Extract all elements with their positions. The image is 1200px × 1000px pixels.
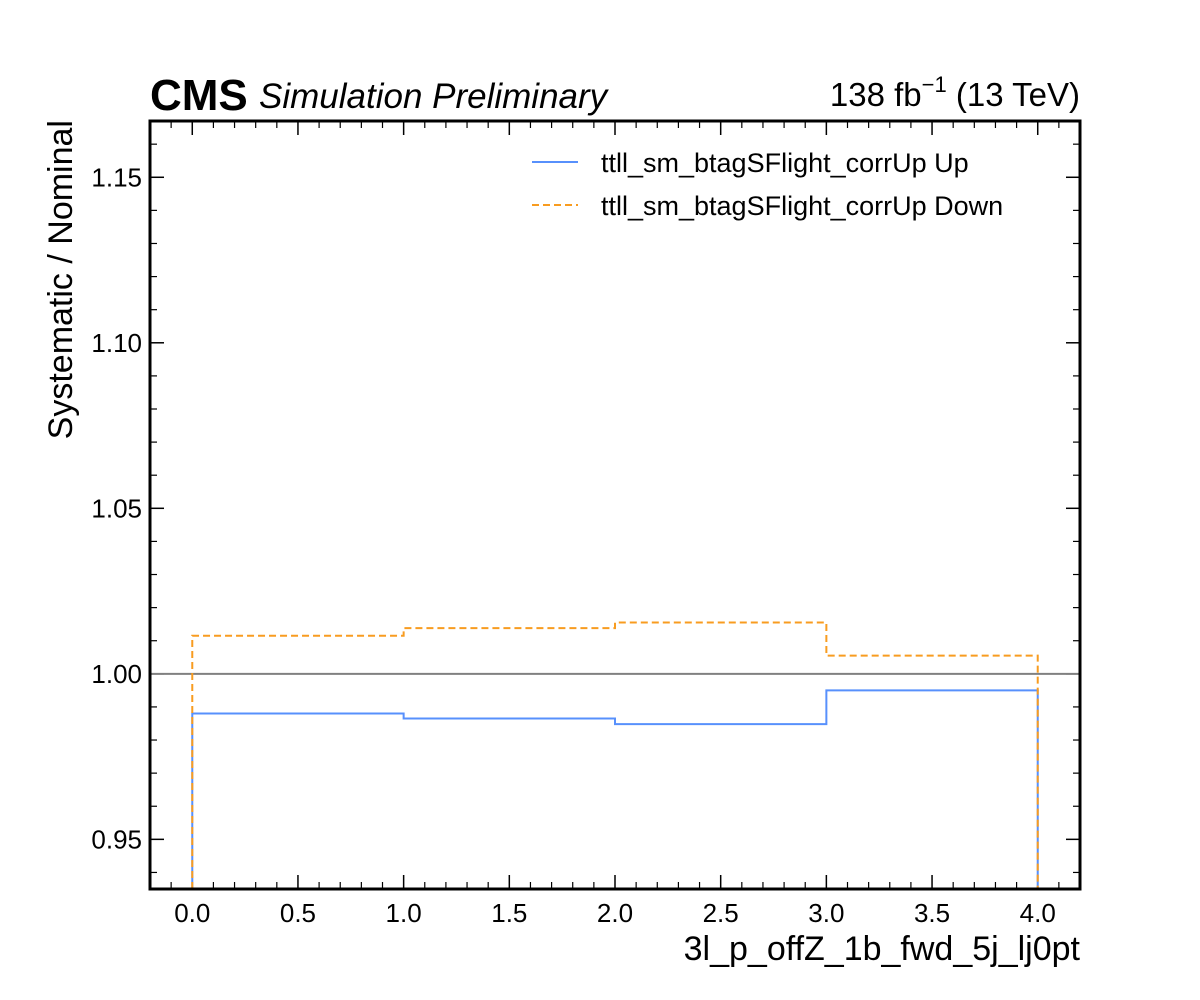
x-tick-label: 3.0 <box>808 898 844 928</box>
series-line-up <box>191 689 1039 889</box>
legend-label: ttll_sm_btagSFlight_corrUp Down <box>601 191 1003 221</box>
legend-label: ttll_sm_btagSFlight_corrUp Up <box>601 148 969 178</box>
legend: ttll_sm_btagSFlight_corrUp Up ttll_sm_bta… <box>532 148 1003 221</box>
y-axis-title: Systematic / Nominal <box>42 120 80 439</box>
x-tick-label: 2.0 <box>597 898 633 928</box>
x-tick-label: 0.5 <box>280 898 316 928</box>
series-line-down <box>191 621 1039 889</box>
status-label: Simulation Preliminary <box>259 77 610 116</box>
axis-ticks: 0.0 0.5 1.0 1.5 2.0 2.5 3.0 3.5 4.0 0.95 1.00 1.05 1… <box>91 121 1080 928</box>
y-tick-label: 1.10 <box>91 328 142 358</box>
lumi-label: 138 fb−1 (13 TeV) <box>830 72 1080 113</box>
y-tick-label: 1.05 <box>91 493 142 523</box>
y-tick-label: 1.15 <box>91 162 142 192</box>
x-tick-label: 0.0 <box>174 898 210 928</box>
x-tick-label: 3.5 <box>914 898 950 928</box>
series-group <box>191 621 1039 889</box>
x-tick-label: 4.0 <box>1020 898 1056 928</box>
y-tick-label: 1.00 <box>91 659 142 689</box>
x-tick-label: 2.5 <box>703 898 739 928</box>
x-tick-label: 1.0 <box>386 898 422 928</box>
experiment-label: CMS <box>150 71 248 120</box>
x-axis-title: 3l_p_offZ_1b_fwd_5j_lj0pt <box>684 930 1081 968</box>
plot-frame <box>148 119 1082 891</box>
x-tick-label: 1.5 <box>491 898 527 928</box>
y-tick-label: 0.95 <box>91 824 142 854</box>
